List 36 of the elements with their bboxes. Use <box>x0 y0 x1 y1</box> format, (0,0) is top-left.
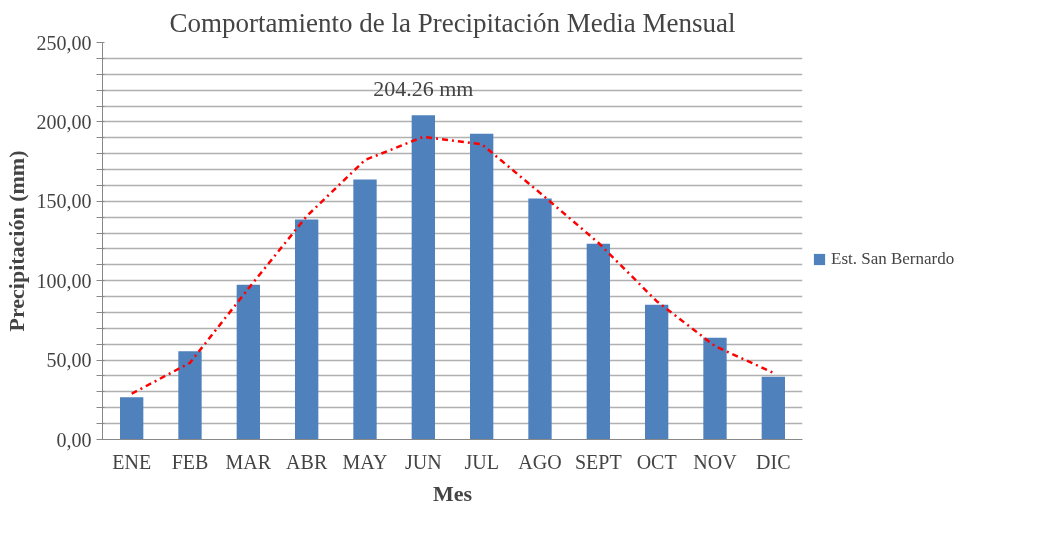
x-tick-label: ABR <box>286 450 328 473</box>
chart-title: Comportamiento de la Precipitación Media Mensual <box>169 7 736 38</box>
x-tick-label: JUN <box>405 450 442 473</box>
y-tick-label: 250,00 <box>36 31 92 54</box>
y-tick-label: 100,00 <box>36 269 92 292</box>
x-tick-label: MAR <box>225 450 272 473</box>
x-tick-label: DIC <box>756 450 791 473</box>
bar <box>295 219 319 440</box>
annotation: 204.26 mm <box>373 76 474 102</box>
bar <box>353 179 377 440</box>
x-tick-label: ENE <box>112 450 152 473</box>
bar <box>120 397 144 440</box>
x-tick-label: FEB <box>171 450 209 473</box>
x-axis-title: Mes <box>432 480 473 506</box>
x-tick-label: OCT <box>636 450 677 473</box>
bar <box>586 243 610 440</box>
legend-label: Est. San Bernardo <box>831 249 956 269</box>
x-tick-label: JUL <box>464 450 499 473</box>
y-tick-label: 200,00 <box>36 110 92 133</box>
bar <box>645 304 669 440</box>
bar <box>703 337 727 440</box>
line-series <box>130 135 775 396</box>
x-tick-label: SEPT <box>574 450 622 473</box>
x-tick-label: MAY <box>342 450 388 473</box>
bar <box>178 351 202 440</box>
bar <box>470 133 494 440</box>
bar <box>761 376 785 440</box>
x-tick-label: AGO <box>518 450 562 473</box>
y-tick-label: 50,00 <box>46 349 92 372</box>
x-tick-label: NOV <box>693 450 738 473</box>
bar <box>411 115 435 440</box>
y-axis-title: Precipitación (mm) <box>3 150 29 332</box>
y-tick-label: 150,00 <box>36 190 92 213</box>
bar <box>236 284 260 440</box>
bar <box>528 198 552 440</box>
y-tick-label: 0,00 <box>56 428 92 451</box>
